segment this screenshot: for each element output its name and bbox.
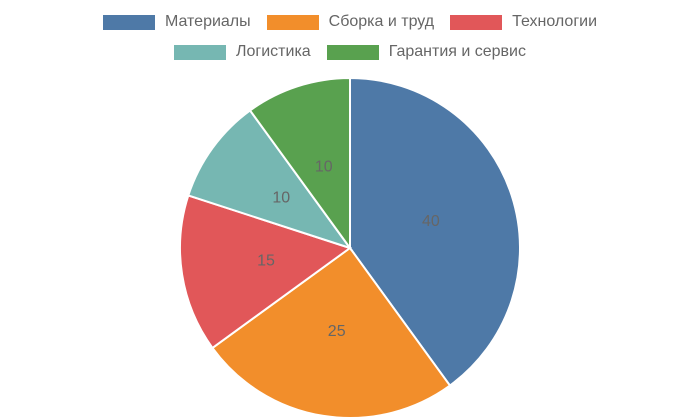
pie-slice-assembly-labor bbox=[211, 246, 452, 419]
pie-slice-warranty-service bbox=[248, 76, 351, 252]
data-label-logistics: 10 bbox=[272, 189, 290, 206]
legend-row: Логистика Гарантия и сервис bbox=[0, 42, 700, 62]
data-label-technologies: 15 bbox=[257, 253, 275, 270]
legend-swatch-assembly-labor bbox=[266, 14, 319, 30]
legend-item-logistics: Логистика bbox=[174, 42, 311, 62]
data-label-assembly-labor: 25 bbox=[328, 323, 346, 340]
legend-swatch-logistics bbox=[174, 44, 226, 60]
pie-slice-technologies bbox=[179, 194, 353, 350]
legend-label-materials: Материалы bbox=[164, 13, 251, 30]
legend-label-assembly-labor: Сборка и труд bbox=[328, 13, 435, 30]
legend-item-technologies: Технологии bbox=[450, 12, 597, 32]
pie-slice-logistics bbox=[187, 109, 353, 250]
pie-slice-materials bbox=[349, 76, 521, 387]
legend-label-technologies: Технологии bbox=[512, 13, 598, 30]
legend-row: Материалы Сборка и труд Технологии bbox=[0, 12, 700, 32]
legend-swatch-technologies bbox=[450, 14, 503, 30]
legend-label-warranty-service: Гарантия и сервис bbox=[388, 43, 526, 60]
legend-item-materials: Материалы bbox=[102, 12, 251, 32]
data-label-warranty-service: 10 bbox=[315, 158, 333, 175]
legend-swatch-materials bbox=[102, 14, 155, 30]
legend-label-logistics: Логистика bbox=[236, 43, 311, 60]
chart-legend: Материалы Сборка и труд Технологии Логис… bbox=[0, 0, 700, 80]
legend-swatch-warranty-service bbox=[326, 44, 379, 60]
legend-item-assembly-labor: Сборка и труд bbox=[266, 12, 435, 32]
data-label-materials: 40 bbox=[422, 213, 440, 230]
legend-item-warranty-service: Гарантия и сервис bbox=[326, 42, 526, 62]
